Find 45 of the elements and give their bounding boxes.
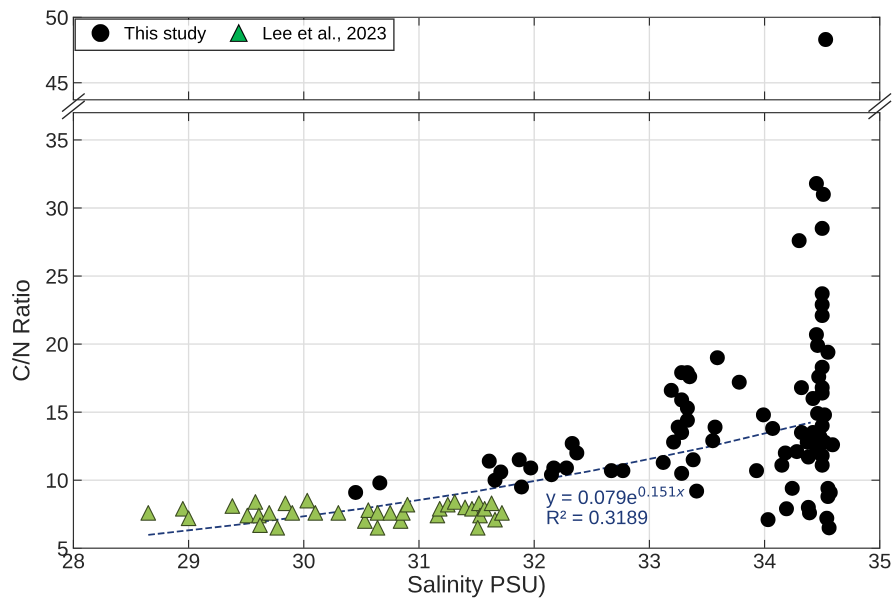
legend-label: Lee et al., 2023 <box>264 26 386 42</box>
annotation: y = 0.079e$^{0.151x}$ <box>546 486 685 508</box>
point <box>307 505 324 521</box>
x-tick-label: 31 <box>408 554 430 568</box>
x-tick-label: 33 <box>638 554 660 568</box>
point <box>484 495 500 512</box>
x-tick-label: 32 <box>523 554 545 568</box>
point <box>370 520 386 536</box>
y-tick-label: 50 <box>46 10 68 25</box>
point <box>224 498 240 514</box>
point <box>140 505 156 521</box>
y-tick-label: 45 <box>46 76 68 91</box>
x-tick-label: 29 <box>178 554 200 568</box>
point <box>252 517 268 533</box>
point <box>382 505 398 521</box>
point <box>269 520 286 536</box>
point <box>248 494 264 510</box>
y-tick-label: 10 <box>46 473 68 488</box>
point <box>299 492 316 508</box>
x-tick-label: 30 <box>293 554 315 568</box>
y-tick-label: 15 <box>46 405 68 420</box>
x-tick-label: 35 <box>868 554 890 568</box>
x-tick-label: 34 <box>754 554 776 568</box>
annotation: R² = 0.3189 <box>548 510 648 524</box>
point <box>180 510 196 526</box>
point <box>261 505 278 521</box>
y-axis-title: C/N Ratio <box>12 280 30 380</box>
point <box>400 496 416 513</box>
point <box>284 505 300 521</box>
point <box>494 505 510 521</box>
y-tick-label: 20 <box>46 337 68 352</box>
point <box>240 508 256 524</box>
y-tick-label: 30 <box>46 201 68 216</box>
legend-label: This study <box>124 26 206 44</box>
y-tick-label: 35 <box>46 132 68 148</box>
x-tick-label: 28 <box>62 554 84 568</box>
point <box>370 505 386 521</box>
line-series <box>147 422 812 536</box>
y-tick-label: 25 <box>46 269 68 284</box>
point <box>470 520 486 536</box>
x-axis-title: Salinity PSU) <box>408 575 545 598</box>
point <box>330 505 346 521</box>
point <box>278 495 294 512</box>
point <box>446 494 463 510</box>
y-tick-label: 5 <box>58 541 68 556</box>
